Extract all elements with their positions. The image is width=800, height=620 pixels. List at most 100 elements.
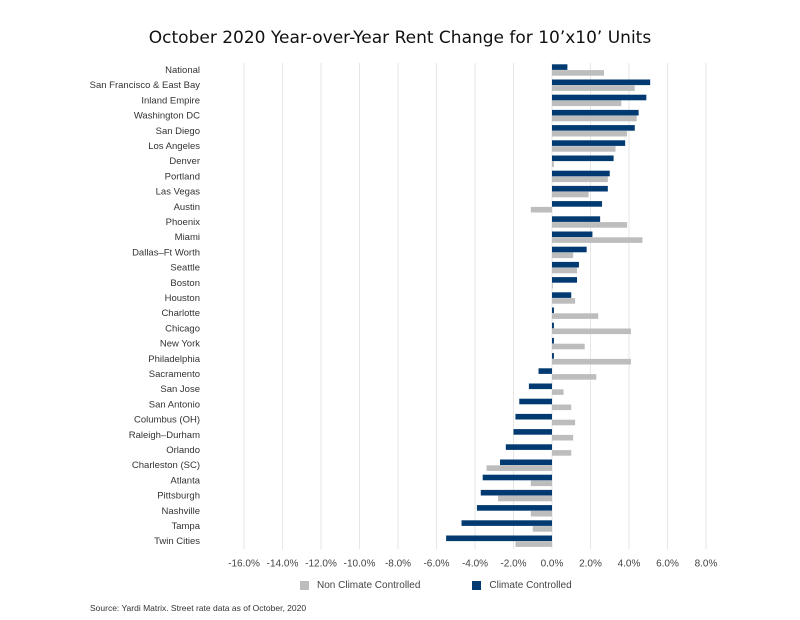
bar-climate-controlled bbox=[552, 140, 626, 146]
bar-climate-controlled bbox=[505, 444, 552, 450]
bar-non-climate-controlled bbox=[552, 343, 585, 350]
category-label: Seattle bbox=[170, 263, 200, 274]
bar-non-climate-controlled bbox=[552, 419, 576, 426]
legend-label-non-climate: Non Climate Controlled bbox=[317, 580, 421, 591]
bar-climate-controlled bbox=[538, 368, 552, 374]
bar-non-climate-controlled bbox=[498, 495, 552, 502]
gridlines bbox=[243, 63, 707, 550]
bar-climate-controlled bbox=[552, 64, 568, 70]
bar-non-climate-controlled bbox=[530, 510, 552, 517]
bar-climate-controlled bbox=[513, 429, 552, 435]
bar-climate-controlled bbox=[552, 353, 554, 359]
x-tick-labels: -16.0% -14.0% -12.0% -10.0% -8.0% -6.0% -4.0% -… bbox=[228, 558, 717, 569]
bar-climate-controlled bbox=[528, 383, 552, 390]
bar-non-climate-controlled bbox=[552, 358, 631, 365]
category-label: Columbus (OH) bbox=[134, 415, 200, 426]
category-label: Charlotte bbox=[161, 308, 200, 319]
category-label: Pittsburgh bbox=[157, 491, 200, 502]
bar-climate-controlled bbox=[552, 94, 647, 101]
x-tick-label: 6.0% bbox=[656, 558, 679, 569]
bar-non-climate-controlled bbox=[552, 115, 637, 122]
legend-swatch-climate bbox=[472, 581, 482, 590]
bar-climate-controlled bbox=[552, 170, 610, 177]
bar-non-climate-controlled bbox=[552, 434, 574, 441]
source-note: Source: Yardi Matrix. Street rate data a… bbox=[90, 603, 307, 613]
bar-non-climate-controlled bbox=[552, 252, 574, 259]
x-tick-label: 2.0% bbox=[579, 558, 602, 569]
legend-swatch-non-climate bbox=[300, 581, 309, 590]
category-label: New York bbox=[160, 339, 200, 350]
bar-climate-controlled bbox=[552, 109, 639, 116]
category-labels: National San Francisco & East Bay Inland E… bbox=[90, 65, 201, 547]
category-label: San Diego bbox=[156, 126, 200, 137]
x-tick-label: -4.0% bbox=[462, 558, 488, 569]
x-tick-label: -10.0% bbox=[344, 558, 376, 569]
category-label: Tampa bbox=[171, 521, 200, 532]
category-label: Atlanta bbox=[170, 475, 200, 486]
category-label: Las Vegas bbox=[156, 187, 201, 198]
bar-climate-controlled bbox=[552, 79, 651, 86]
category-label: Chicago bbox=[165, 323, 200, 334]
category-label: Los Angeles bbox=[148, 141, 200, 152]
x-tick-label: 8.0% bbox=[695, 558, 718, 569]
x-tick-label: -8.0% bbox=[385, 558, 411, 569]
bar-climate-controlled bbox=[552, 125, 635, 131]
bar-non-climate-controlled bbox=[486, 465, 552, 471]
category-label: Twin Cities bbox=[154, 536, 200, 547]
bar-non-climate-controlled bbox=[552, 100, 622, 107]
bar-climate-controlled bbox=[552, 155, 614, 162]
bar-non-climate-controlled bbox=[552, 70, 604, 76]
category-label: Miami bbox=[175, 232, 200, 243]
bar-climate-controlled bbox=[480, 489, 552, 496]
bar-climate-controlled bbox=[552, 307, 554, 314]
bar-climate-controlled bbox=[482, 474, 552, 481]
bar-non-climate-controlled bbox=[532, 526, 552, 532]
category-label: Inland Empire bbox=[141, 95, 200, 106]
category-label: Houston bbox=[165, 293, 200, 304]
bar-climate-controlled bbox=[552, 231, 593, 238]
bar-climate-controlled bbox=[552, 185, 608, 192]
bar-non-climate-controlled bbox=[552, 85, 635, 91]
category-label: Washington DC bbox=[134, 111, 200, 122]
bar-non-climate-controlled bbox=[552, 328, 631, 335]
bar-non-climate-controlled bbox=[552, 161, 554, 167]
bar-non-climate-controlled bbox=[552, 282, 553, 289]
bar-climate-controlled bbox=[552, 246, 587, 253]
category-label: Portland bbox=[165, 171, 200, 182]
bar-climate-controlled bbox=[446, 535, 552, 542]
bar-climate-controlled bbox=[461, 520, 552, 526]
bar-non-climate-controlled bbox=[552, 267, 578, 274]
legend-item-climate: Climate Controlled bbox=[472, 580, 572, 591]
bar-non-climate-controlled bbox=[530, 206, 552, 213]
bar-non-climate-controlled bbox=[552, 313, 599, 319]
legend-label-climate: Climate Controlled bbox=[489, 580, 572, 591]
category-label: San Antonio bbox=[149, 399, 200, 410]
category-label: Charleston (SC) bbox=[132, 460, 200, 471]
chart-title: October 2020 Year-over-Year Rent Change … bbox=[148, 28, 652, 48]
bar-non-climate-controlled bbox=[552, 450, 572, 456]
bar-non-climate-controlled bbox=[552, 130, 628, 137]
bar-non-climate-controlled bbox=[552, 237, 643, 243]
x-tick-label: 0.0% bbox=[541, 558, 564, 569]
bar-climate-controlled bbox=[519, 398, 552, 405]
category-label: Raleigh–Durham bbox=[129, 430, 200, 441]
category-label: Sacramento bbox=[149, 369, 200, 380]
bar-non-climate-controlled bbox=[515, 541, 552, 547]
category-label: Philadelphia bbox=[148, 354, 200, 365]
bar-climate-controlled bbox=[552, 322, 554, 329]
category-label: National bbox=[165, 65, 200, 76]
bar-climate-controlled bbox=[552, 337, 554, 344]
bar-non-climate-controlled bbox=[552, 222, 628, 228]
bars bbox=[446, 64, 651, 547]
bar-climate-controlled bbox=[552, 277, 578, 283]
legend-item-non-climate: Non Climate Controlled bbox=[300, 580, 420, 591]
bar-climate-controlled bbox=[552, 292, 572, 298]
bar-non-climate-controlled bbox=[552, 374, 597, 380]
legend: Non Climate Controlled Climate Controlle… bbox=[300, 580, 572, 591]
x-tick-label: 4.0% bbox=[618, 558, 641, 569]
category-label: Austin bbox=[174, 202, 200, 213]
category-label: Orlando bbox=[166, 445, 200, 456]
bar-climate-controlled bbox=[552, 216, 601, 222]
bar-non-climate-controlled bbox=[552, 404, 572, 411]
x-tick-label: -6.0% bbox=[423, 558, 449, 569]
